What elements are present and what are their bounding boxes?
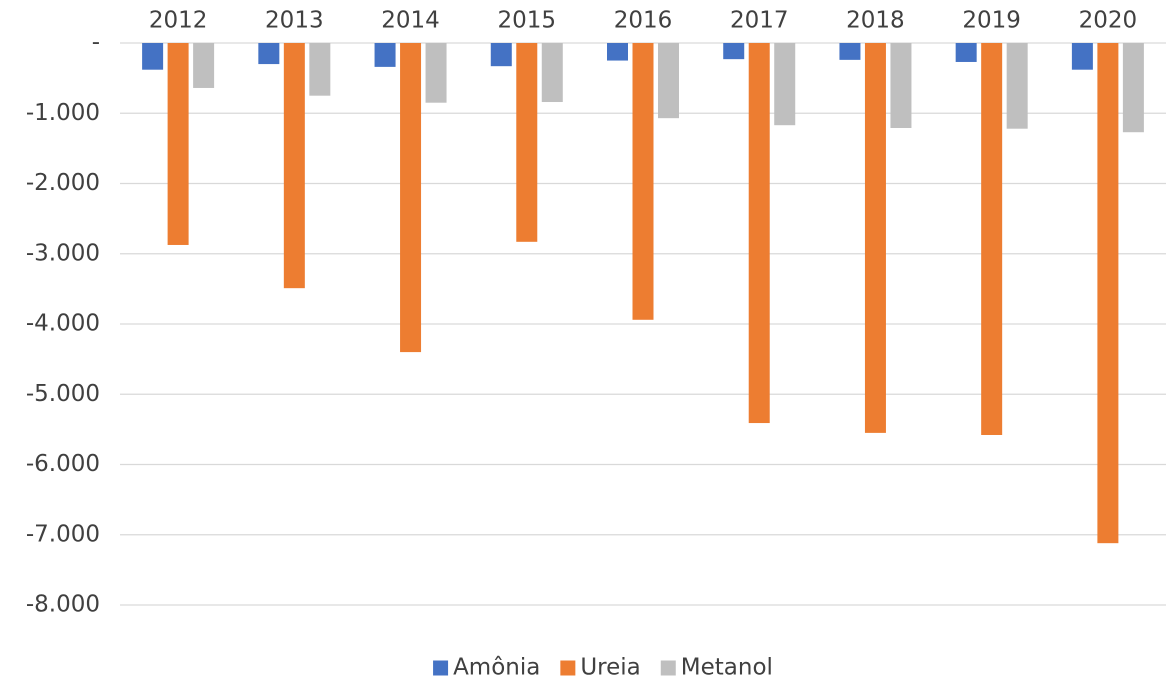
x-tick-label: 2017	[730, 8, 789, 34]
y-tick-label: -	[92, 30, 100, 56]
bar	[774, 43, 796, 126]
legend-swatch	[433, 660, 449, 676]
bar	[1122, 43, 1144, 133]
bar	[490, 43, 512, 67]
bar	[167, 43, 189, 245]
y-tick-label: -1.000	[26, 100, 100, 126]
x-tick-label: 2020	[1079, 8, 1138, 34]
bar	[142, 43, 164, 70]
bar	[607, 43, 628, 61]
x-tick-label: 2019	[962, 8, 1021, 34]
bar	[400, 43, 422, 353]
y-tick-label: -4.000	[26, 311, 100, 337]
bar	[864, 43, 886, 433]
y-tick-label: -5.000	[26, 381, 100, 407]
legend-label: Metanol	[681, 655, 773, 681]
bar	[193, 43, 215, 88]
y-tick-label: -3.000	[26, 240, 100, 266]
legend-label: Amônia	[453, 655, 540, 681]
bar	[374, 43, 396, 67]
x-tick-label: 2013	[265, 8, 324, 34]
bar	[309, 43, 331, 96]
bar	[981, 43, 1003, 435]
bar	[723, 43, 745, 60]
bar	[1071, 43, 1093, 70]
bar	[890, 43, 912, 129]
x-tick-label: 2018	[846, 8, 905, 34]
x-tick-label: 2015	[498, 8, 557, 34]
bar	[283, 43, 305, 289]
bar	[516, 43, 538, 242]
bar	[258, 43, 280, 65]
bar	[632, 43, 654, 320]
bar	[425, 43, 447, 103]
x-tick-label: 2012	[149, 8, 208, 34]
x-tick-label: 2014	[381, 8, 440, 34]
y-tick-label: -8.000	[26, 592, 100, 618]
legend-label: Ureia	[580, 655, 640, 681]
bar	[955, 43, 977, 62]
bar	[658, 43, 679, 119]
bar	[1006, 43, 1028, 129]
x-tick-label: 2016	[614, 8, 673, 34]
bar	[1097, 43, 1119, 544]
legend-swatch	[660, 660, 676, 676]
legend-swatch	[560, 660, 576, 676]
y-tick-label: -6.000	[26, 451, 100, 477]
y-tick-label: -7.000	[26, 521, 100, 547]
y-tick-label: -2.000	[26, 170, 100, 196]
bar	[839, 43, 861, 60]
bar	[541, 43, 563, 103]
bar	[748, 43, 770, 424]
